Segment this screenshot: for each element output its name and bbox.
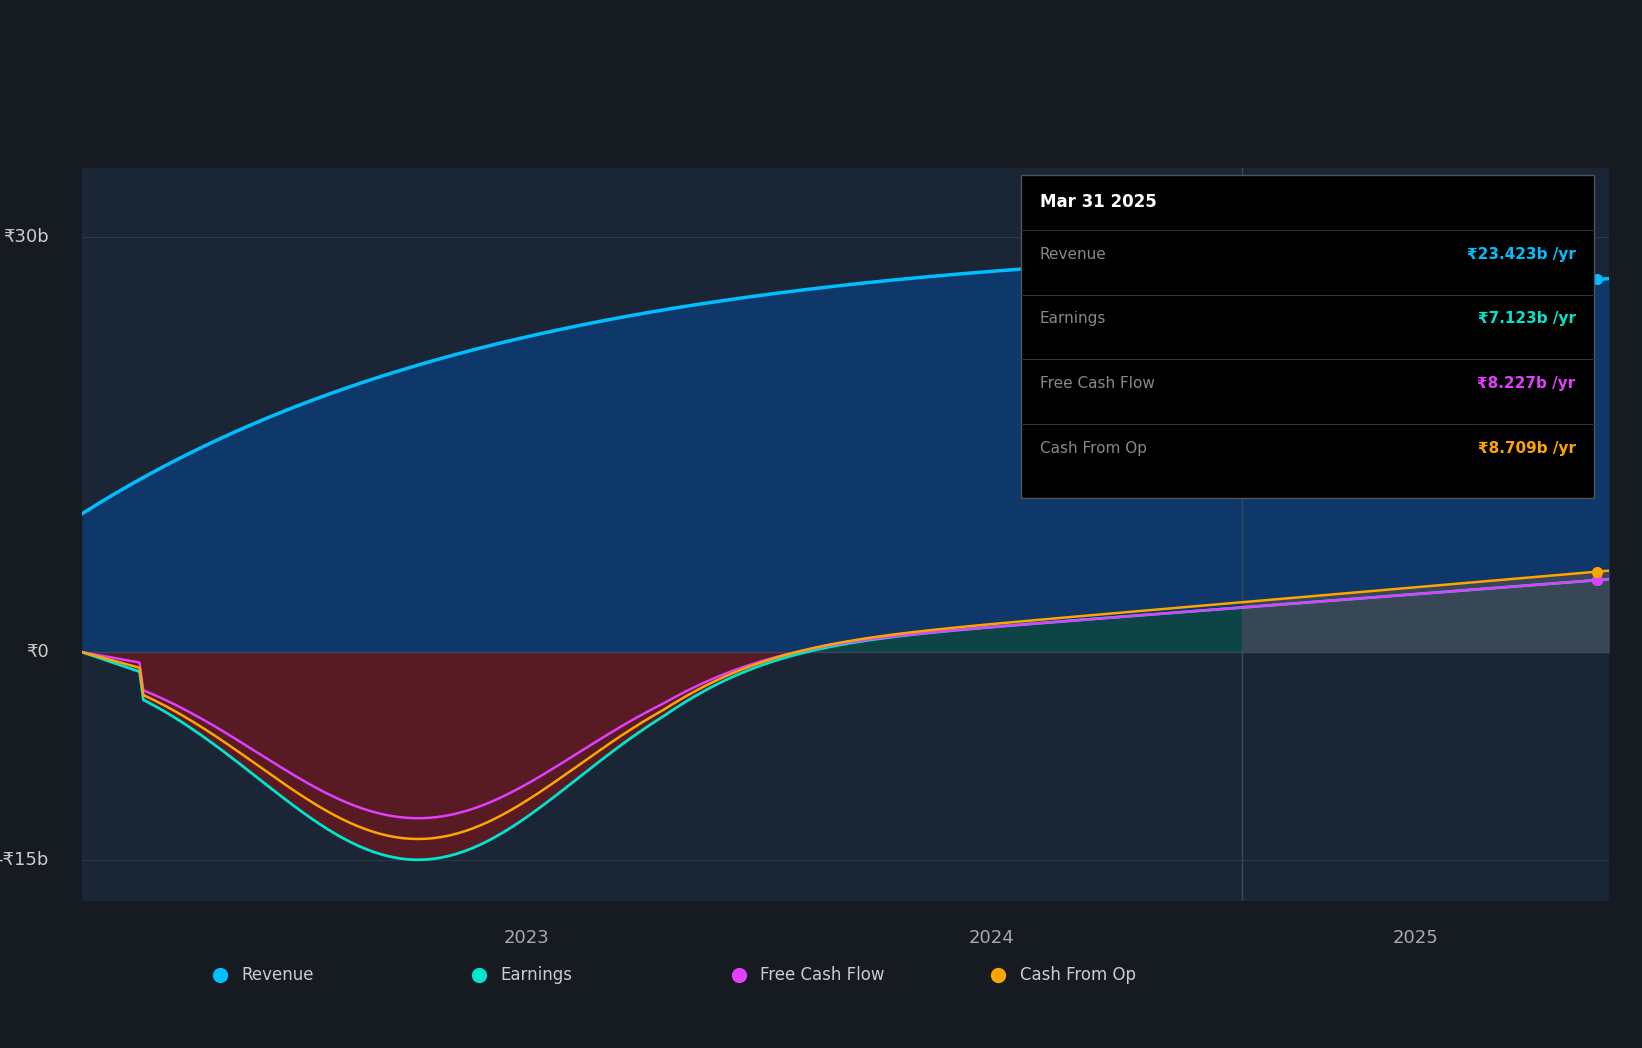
Text: 2025: 2025 (1392, 929, 1438, 947)
Text: -₹15b: -₹15b (0, 851, 49, 869)
Text: 2023: 2023 (504, 929, 550, 947)
Text: Free Cash Flow: Free Cash Flow (1039, 376, 1154, 391)
Text: ₹8.709b /yr: ₹8.709b /yr (1478, 440, 1576, 456)
Text: ₹23.423b /yr: ₹23.423b /yr (1466, 247, 1576, 262)
FancyBboxPatch shape (1021, 175, 1594, 498)
Text: Revenue: Revenue (1039, 247, 1107, 262)
Text: Earnings: Earnings (1039, 311, 1107, 327)
Text: Free Cash Flow: Free Cash Flow (760, 965, 885, 984)
Text: ₹8.227b /yr: ₹8.227b /yr (1478, 376, 1576, 391)
Text: ₹0: ₹0 (26, 643, 49, 661)
Text: Cash From Op: Cash From Op (1020, 965, 1136, 984)
Text: 2024: 2024 (969, 929, 1015, 947)
Text: Revenue: Revenue (241, 965, 314, 984)
Text: Past: Past (1555, 195, 1593, 214)
Text: Mar 31 2025: Mar 31 2025 (1039, 194, 1156, 212)
Text: ₹30b: ₹30b (3, 227, 49, 246)
Text: ₹7.123b /yr: ₹7.123b /yr (1478, 311, 1576, 327)
Text: Earnings: Earnings (501, 965, 573, 984)
Text: Cash From Op: Cash From Op (1039, 440, 1146, 456)
